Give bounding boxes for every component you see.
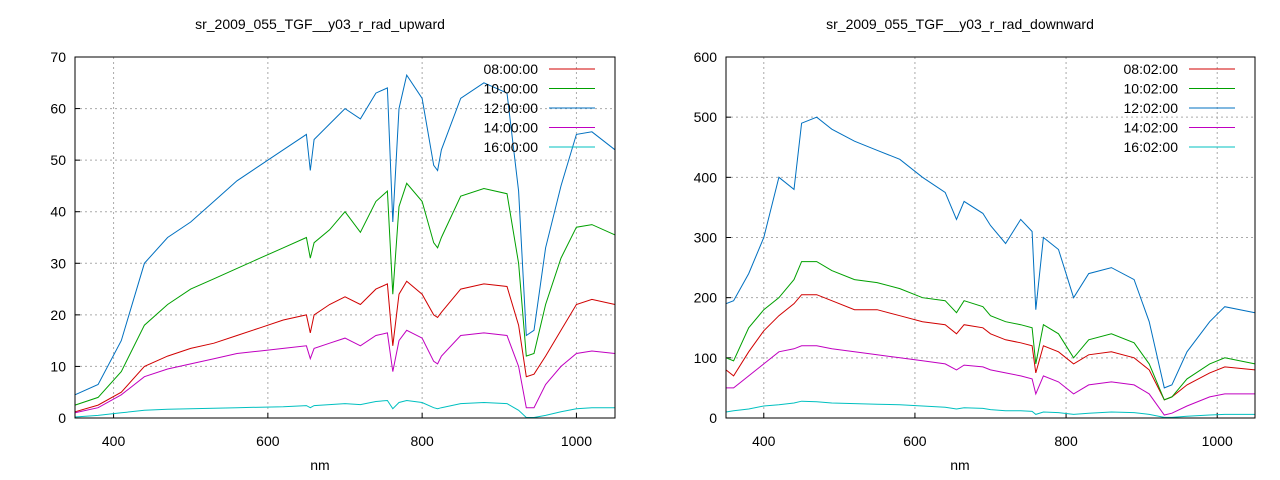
y-tick-label: 0 xyxy=(709,410,717,426)
series-line-16:00:00 xyxy=(74,399,615,418)
series-line-10:02:00 xyxy=(725,261,1256,401)
chart-title: sr_2009_055_TGF__y03_r_rad_upward xyxy=(195,16,445,32)
chart-upward: sr_2009_055_TGF__y03_r_rad_upward 0 10 20 3… xyxy=(50,16,616,473)
plot-area: 0 10 20 30 40 50 60 70 400 600 800 1000 08:00:00 10:0… xyxy=(50,49,616,449)
plot-frame xyxy=(725,56,1256,419)
y-tick-label: 0 xyxy=(58,410,66,426)
x-tick-label: 800 xyxy=(410,433,434,449)
legend-label: 16:02:00 xyxy=(1124,139,1179,155)
series-line-08:00:00 xyxy=(74,280,616,413)
legend-label: 14:02:00 xyxy=(1124,120,1179,136)
series-line-10:00:00 xyxy=(74,182,616,406)
plot-frame xyxy=(74,56,616,419)
legend-label: 16:00:00 xyxy=(484,139,539,155)
y-tick-label: 400 xyxy=(694,169,718,185)
y-tick-label: 70 xyxy=(50,49,66,65)
y-tick-label: 60 xyxy=(50,101,66,117)
y-tick-label: 300 xyxy=(694,230,718,246)
series-line-12:02:00 xyxy=(725,116,1256,389)
series-line-12:00:00 xyxy=(74,73,616,396)
legend-label: 10:02:00 xyxy=(1124,81,1179,97)
x-tick-label: 600 xyxy=(256,433,280,449)
series-line-14:02:00 xyxy=(726,345,1255,416)
legend-label: 12:02:00 xyxy=(1124,100,1179,116)
x-tick-label: 400 xyxy=(752,433,776,449)
y-tick-label: 600 xyxy=(694,49,718,65)
chart-title: sr_2009_055_TGF__y03_r_rad_downward xyxy=(826,16,1094,32)
x-tick-label: 600 xyxy=(903,433,927,449)
series-line-08:02:00 xyxy=(725,294,1256,401)
x-tick-label: 400 xyxy=(102,433,126,449)
x-axis-label: nm xyxy=(950,457,970,473)
legend-label: 14:00:00 xyxy=(484,120,539,136)
y-tick-label: 30 xyxy=(50,255,66,271)
legend-label: 08:00:00 xyxy=(484,61,539,77)
y-tick-label: 40 xyxy=(50,204,66,220)
x-tick-label: 1000 xyxy=(561,433,592,449)
chart-downward: sr_2009_055_TGF__y03_r_rad_downward 0 100… xyxy=(640,0,1280,480)
y-tick-label: 200 xyxy=(694,290,718,306)
legend-label: 08:02:00 xyxy=(1124,61,1179,77)
y-tick-label: 100 xyxy=(694,350,718,366)
y-tick-label: 500 xyxy=(694,109,718,125)
legend-label: 12:00:00 xyxy=(484,100,539,116)
y-tick-label: 10 xyxy=(50,358,66,374)
legend-label: 10:00:00 xyxy=(484,81,539,97)
plot-area: 0 100 200 300 400 500 600 400 600 800 1000 08:02:00… xyxy=(694,49,1256,449)
y-tick-label: 20 xyxy=(50,307,66,323)
y-tick-label: 50 xyxy=(50,152,66,168)
x-tick-label: 800 xyxy=(1054,433,1078,449)
x-axis-label: nm xyxy=(310,457,330,473)
series-line-16:02:00 xyxy=(725,400,1255,418)
x-tick-label: 1000 xyxy=(1202,433,1233,449)
series-line-14:00:00 xyxy=(74,329,616,414)
